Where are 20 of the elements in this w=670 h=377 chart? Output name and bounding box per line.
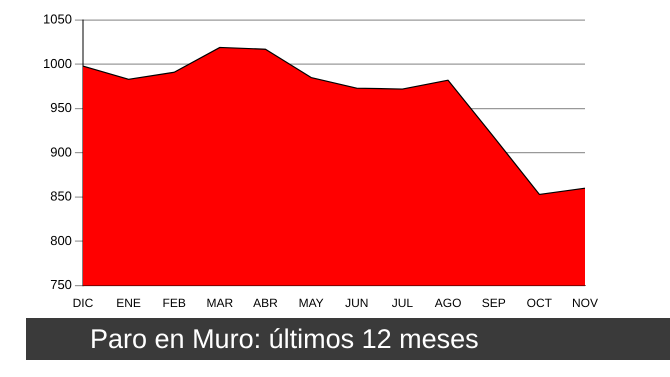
x-tick-label: ABR [253,296,278,310]
x-tick-label: MAR [206,296,234,310]
y-tick-label: 850 [50,188,72,204]
x-tick-label: OCT [526,296,553,310]
x-tick-label: JUL [392,296,414,310]
y-tick-label: 750 [50,277,72,292]
x-tick-label: NOV [572,296,598,310]
x-tick-label: AGO [434,296,462,310]
x-tick-label: FEB [162,296,186,310]
y-tick-label: 800 [50,232,72,248]
y-tick-label: 900 [50,144,72,160]
x-tick-label: ENE [116,296,141,310]
x-tick-label: JUN [345,296,368,310]
x-tick-label: DIC [72,296,94,310]
x-tick-label: MAY [298,296,324,310]
text: Paro en Muro: últimos 12 meses [26,318,670,360]
y-tick-label: 1050 [43,12,72,27]
y-tick-label: 950 [50,100,72,116]
x-tick-label: SEP [482,296,506,310]
y-tick-label: 1000 [43,56,72,71]
